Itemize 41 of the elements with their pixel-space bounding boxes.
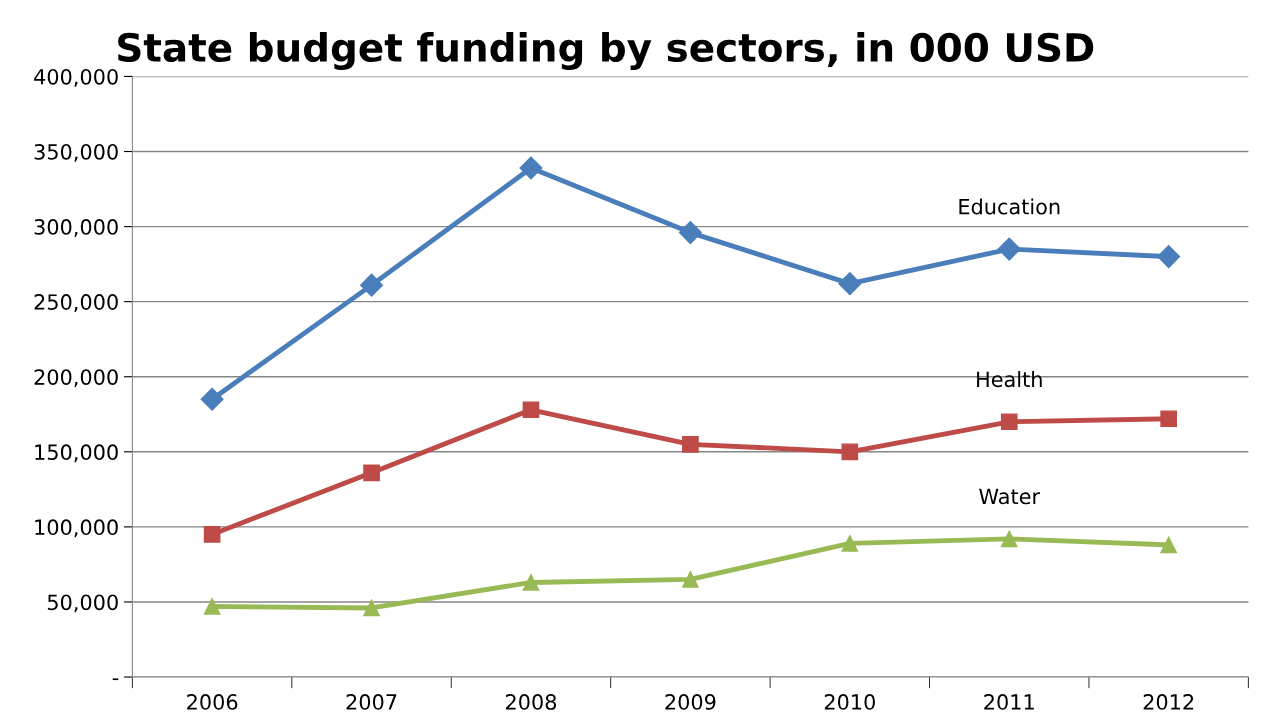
point xyxy=(682,435,699,453)
point xyxy=(1157,245,1181,269)
point xyxy=(678,221,702,245)
y-tick-label: 100,000 xyxy=(35,519,118,538)
x-tick-label: 2012 xyxy=(1143,694,1194,710)
x-tick-label: 2006 xyxy=(187,694,238,710)
point xyxy=(1000,530,1018,548)
y-tick-label: 50,000 xyxy=(47,594,118,613)
x-tick-label: 2008 xyxy=(505,694,557,710)
point xyxy=(1160,410,1178,428)
point xyxy=(200,387,224,411)
chart-title: State budget funding by sectors, in 000 USD xyxy=(118,31,1094,70)
y-tick-label: 250,000 xyxy=(34,294,118,312)
point xyxy=(203,598,221,615)
y-tick-label: 150,000 xyxy=(35,444,118,463)
x-tick-label: 2009 xyxy=(665,694,716,710)
x-tick-label: 2010 xyxy=(824,694,875,710)
point xyxy=(360,273,384,297)
point xyxy=(203,526,221,543)
point xyxy=(522,401,540,419)
y-tick-label: 350,000 xyxy=(34,143,118,162)
point xyxy=(841,535,859,552)
point xyxy=(522,574,540,591)
point xyxy=(519,156,543,180)
point xyxy=(363,599,380,617)
series-label: Education xyxy=(959,198,1060,215)
point xyxy=(838,272,862,296)
series-label: Water xyxy=(979,488,1041,505)
point xyxy=(682,571,699,588)
y-tick-label: - xyxy=(112,678,119,681)
point xyxy=(841,443,859,461)
series-label: Health xyxy=(977,371,1042,388)
point xyxy=(363,464,380,482)
y-tick-label: 200,000 xyxy=(34,369,118,388)
point xyxy=(1160,536,1178,554)
x-tick-label: 2007 xyxy=(346,694,397,710)
point xyxy=(997,237,1021,261)
y-tick-label: 400,000 xyxy=(34,68,118,87)
y-tick-label: 300,000 xyxy=(34,219,118,237)
point xyxy=(1000,413,1018,431)
x-tick-label: 2011 xyxy=(984,694,1034,710)
